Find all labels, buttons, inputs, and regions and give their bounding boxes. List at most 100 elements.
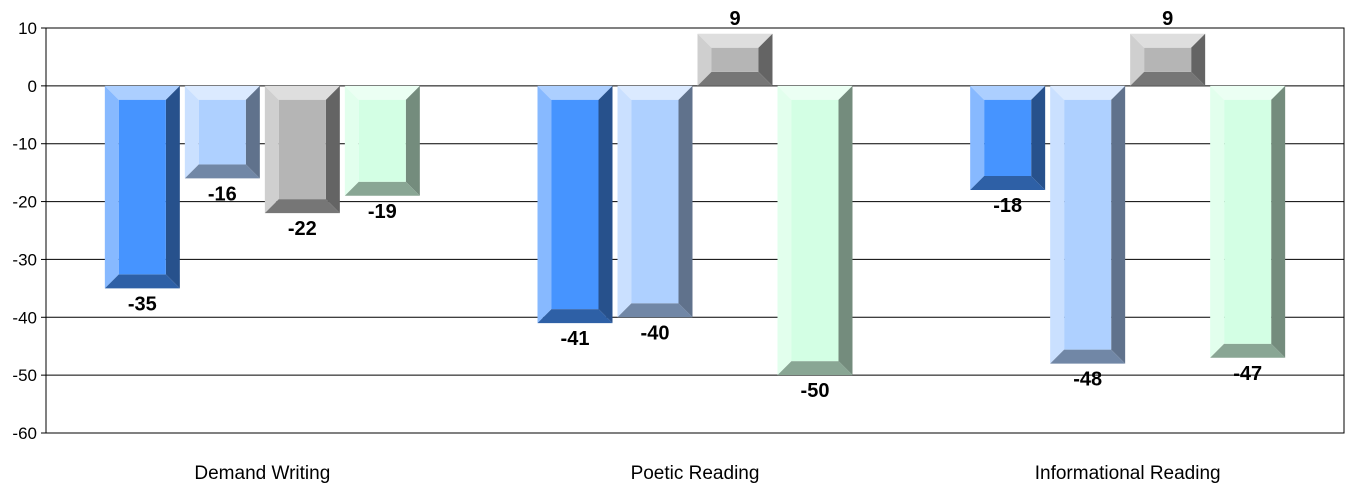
bar-bevel-bottom — [104, 274, 180, 289]
data-label: -19 — [368, 201, 397, 223]
y-tick-label: -10 — [12, 135, 37, 154]
bar-bevel-bottom — [777, 361, 853, 376]
x-category-label: Informational Reading — [1035, 463, 1221, 484]
data-label: -40 — [641, 322, 670, 344]
bar-bevel-bottom — [537, 309, 613, 324]
bar-bevel-top — [970, 85, 1046, 100]
bar-bevel-top — [264, 85, 340, 100]
bar-bevel-top — [1050, 85, 1126, 100]
bar — [1050, 85, 1126, 364]
bar-bevel-left — [184, 85, 199, 179]
bar-bevel-left — [537, 85, 552, 324]
bar-bevel-top — [617, 85, 693, 100]
bar-bevel-top — [1210, 85, 1286, 100]
bar-bevel-top — [537, 85, 613, 100]
data-label: -16 — [208, 183, 237, 205]
bar-bevel-left — [1050, 85, 1065, 364]
bar-face — [791, 99, 839, 362]
bar-bevel-left — [970, 85, 985, 190]
y-tick-label: -50 — [12, 366, 37, 385]
bar-bevel-left — [344, 85, 359, 196]
data-label: -48 — [1073, 369, 1102, 391]
gridlines — [46, 27, 1344, 434]
bar-face — [1144, 47, 1192, 72]
bar-face — [631, 99, 679, 304]
bar — [104, 85, 180, 289]
bar-bevel-left — [1210, 85, 1225, 358]
bar-bevel-bottom — [1050, 349, 1126, 364]
bar-face — [278, 99, 326, 200]
bar — [264, 85, 340, 214]
bar-bevel-bottom — [697, 71, 773, 86]
bar-face — [198, 99, 246, 165]
bar — [1130, 33, 1206, 86]
bar-bevel-bottom — [1210, 343, 1286, 358]
data-label: 9 — [729, 8, 740, 30]
y-tick-label: 0 — [28, 77, 37, 96]
bar-bevel-left — [104, 85, 119, 289]
bar-bevel-top — [697, 33, 773, 48]
bar-bevel-right — [1111, 85, 1126, 364]
data-label: -18 — [993, 195, 1022, 217]
y-tick-label: 10 — [18, 19, 37, 38]
bar-bevel-left — [264, 85, 279, 214]
bar-face — [984, 99, 1032, 176]
data-label: -47 — [1233, 363, 1262, 385]
x-category-label: Demand Writing — [194, 463, 330, 484]
bar-bevel-top — [104, 85, 180, 100]
bar-bevel-right — [405, 85, 420, 196]
bar-bevel-bottom — [1130, 71, 1206, 86]
bar-face — [711, 47, 759, 72]
plot-area — [45, 27, 1345, 434]
bar-face — [1064, 99, 1112, 350]
bar-bevel-bottom — [184, 164, 260, 179]
bar-bevel-right — [1031, 85, 1046, 190]
bar-bevel-right — [325, 85, 340, 214]
bar — [697, 33, 773, 86]
bar — [970, 85, 1046, 190]
x-axis: Demand Writing Poetic Reading Informationa… — [194, 463, 1220, 484]
bar-bevel-bottom — [617, 303, 693, 318]
bar — [1210, 85, 1286, 358]
y-tick-label: -40 — [12, 308, 37, 327]
bar-bevel-left — [777, 85, 792, 376]
data-label: -35 — [128, 293, 157, 315]
x-category-label: Poetic Reading — [631, 463, 760, 484]
bar-face — [118, 99, 166, 275]
data-label: -22 — [288, 218, 317, 240]
y-tick-label: -20 — [12, 193, 37, 212]
bar-bevel-right — [1191, 33, 1206, 86]
y-tick-label: -30 — [12, 250, 37, 269]
data-label: -41 — [561, 328, 590, 350]
data-labels: -35 -16 -22 -19 -41 -40 9 -50 -18 -48 9 -47 — [128, 8, 1262, 402]
bar-bevel-left — [1130, 33, 1145, 86]
bar-face — [358, 99, 406, 182]
data-label: -50 — [801, 380, 830, 402]
bar — [344, 85, 420, 196]
bar-bevel-right — [758, 33, 773, 86]
bar-bevel-right — [1271, 85, 1286, 358]
bar-bevel-bottom — [344, 181, 420, 196]
bar-bevel-top — [777, 85, 853, 100]
bar — [617, 85, 693, 318]
bar-bevel-right — [598, 85, 613, 324]
bar — [537, 85, 613, 324]
bar-bevel-top — [1130, 33, 1206, 48]
y-tick-label: -60 — [12, 424, 37, 443]
bar-face — [1224, 99, 1272, 344]
bar-bevel-right — [678, 85, 693, 318]
bar-bevel-right — [245, 85, 260, 179]
y-axis: 10 0 -10 -20 -30 -40 -50 -60 — [12, 19, 46, 443]
bar-bevel-top — [184, 85, 260, 100]
bar-bevel-left — [697, 33, 712, 86]
data-label: 9 — [1162, 8, 1173, 30]
bar-bevel-bottom — [264, 199, 340, 214]
bar-bevel-left — [617, 85, 632, 318]
bar-bevel-top — [344, 85, 420, 100]
bar-bevel-bottom — [970, 176, 1046, 190]
bar-bevel-right — [838, 85, 853, 376]
bar-bevel-right — [165, 85, 180, 289]
bar — [184, 85, 260, 179]
bars — [104, 33, 1286, 376]
